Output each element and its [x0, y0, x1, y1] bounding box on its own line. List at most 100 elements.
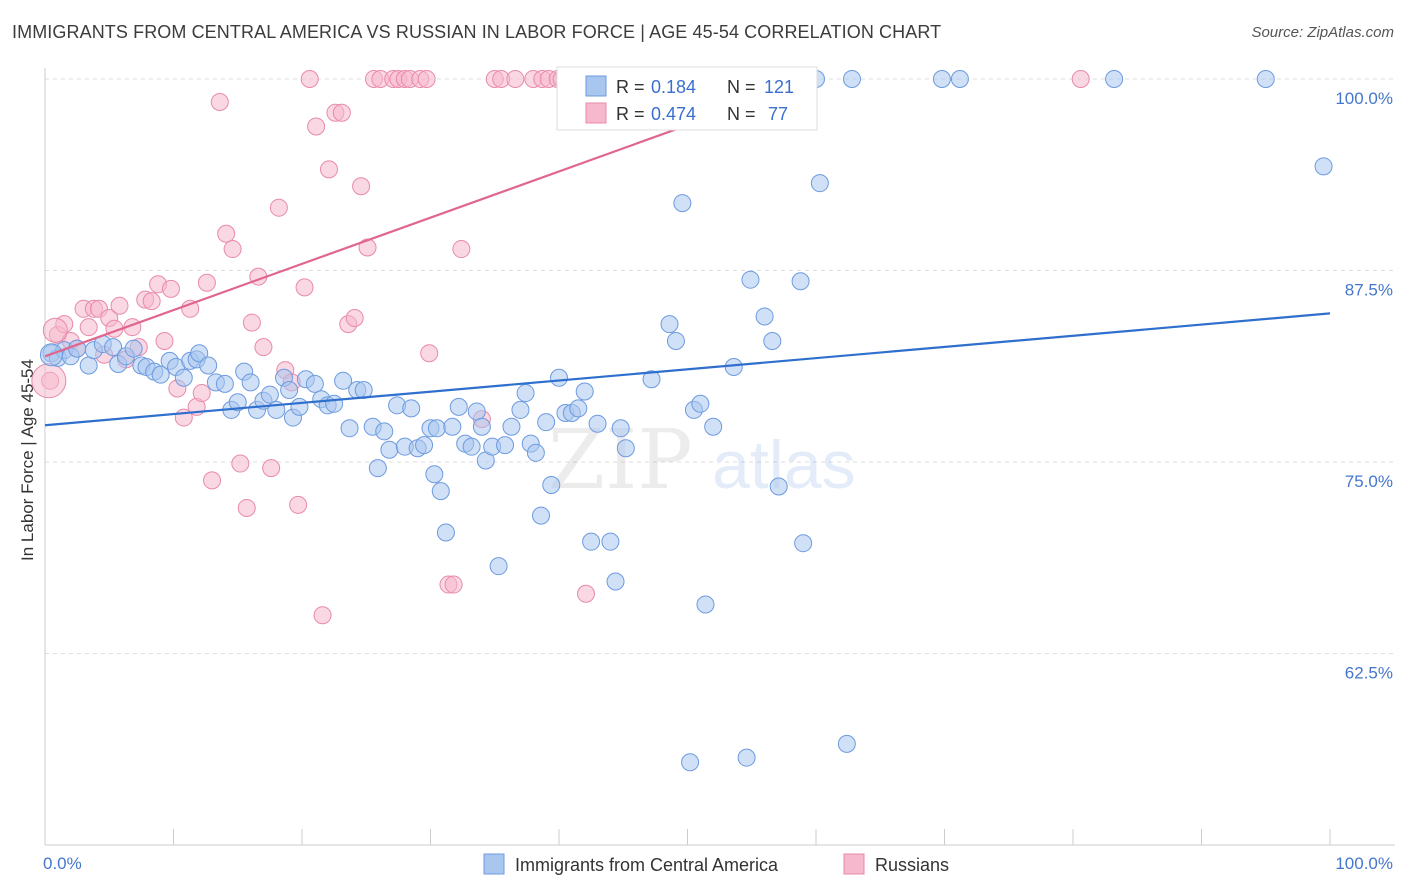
central-america-point	[215, 374, 234, 393]
central-america-point	[380, 440, 399, 459]
russians-point	[300, 70, 319, 88]
legend-r-value-blue: 0.184	[651, 77, 696, 97]
series-legend-label-russians: Russians	[875, 855, 949, 875]
central-america-point	[402, 399, 421, 418]
russians-point	[203, 471, 222, 490]
chart-title: IMMIGRANTS FROM CENTRAL AMERICA VS RUSSI…	[12, 22, 942, 42]
central-america-point	[791, 272, 810, 291]
central-america-point	[588, 414, 607, 433]
russians-point	[237, 498, 256, 517]
central-america-point	[666, 331, 685, 350]
russians-point	[417, 70, 436, 88]
central-america-point	[425, 465, 444, 484]
central-america-point	[842, 70, 861, 88]
central-america-point	[601, 532, 620, 551]
central-america-point	[660, 315, 679, 334]
central-america-point	[673, 194, 692, 213]
legend-r-label-blue: R =	[616, 77, 645, 97]
russians-point	[444, 575, 463, 594]
central-america-point	[642, 370, 661, 389]
central-america-point	[443, 417, 462, 436]
central-america-point	[691, 394, 710, 413]
central-america-point	[516, 384, 535, 403]
russians-point	[231, 454, 250, 473]
russians-point	[313, 606, 332, 625]
russians-point	[79, 318, 98, 337]
central-america-point	[462, 437, 481, 456]
y-tick-label: 75.0%	[1345, 472, 1393, 491]
central-america-point	[737, 748, 756, 767]
central-america-point	[704, 417, 723, 436]
central-america-point	[741, 270, 760, 289]
russians-point	[307, 117, 326, 136]
y-tick-label: 87.5%	[1345, 281, 1393, 300]
y-tick-label: 100.0%	[1335, 89, 1393, 108]
y-axis-label: In Labor Force | Age 45-54	[18, 359, 37, 561]
russians-point	[358, 238, 377, 257]
russians-point	[289, 495, 308, 514]
axes	[44, 68, 1395, 846]
central-america-point	[569, 399, 588, 418]
central-america-point	[174, 368, 193, 387]
central-america-point	[325, 394, 344, 413]
central-america-point	[606, 572, 625, 591]
russians-point	[42, 317, 68, 343]
central-america-point	[550, 368, 568, 387]
russians-point	[161, 279, 180, 298]
central-america-point	[334, 371, 353, 390]
central-america-point	[681, 753, 700, 772]
central-america-point	[431, 482, 450, 501]
russians-point	[332, 103, 351, 122]
russians-point	[352, 177, 371, 196]
central-america-point	[724, 358, 743, 377]
russians-point	[1071, 70, 1090, 88]
chart-source: Source: ZipAtlas.com	[1251, 24, 1394, 41]
central-america-point	[305, 374, 324, 393]
russians-point	[269, 198, 288, 217]
russians-point	[31, 363, 67, 399]
central-america-point	[449, 397, 468, 416]
central-america-point	[794, 534, 813, 553]
russians-point	[295, 278, 314, 297]
central-america-trend-line	[44, 312, 1331, 427]
russians-point	[142, 292, 161, 311]
central-america-point	[810, 174, 829, 193]
central-america-point	[415, 436, 434, 455]
legend-n-label-blue: N =	[727, 77, 756, 97]
central-america-point	[436, 523, 455, 542]
central-america-point	[368, 459, 387, 478]
russians-point	[262, 459, 281, 478]
central-america-point	[151, 365, 170, 384]
series-legend-label-central-america: Immigrants from Central America	[515, 855, 779, 875]
central-america-point	[611, 419, 630, 438]
russians-point	[420, 344, 439, 363]
russians-point	[155, 331, 174, 350]
central-america-point	[260, 385, 279, 404]
central-america-point	[932, 70, 951, 88]
central-america-point	[532, 506, 551, 525]
central-america-point	[763, 331, 782, 350]
legend-n-label-pink: N =	[727, 104, 756, 124]
central-america-points	[39, 70, 1333, 772]
central-america-point	[489, 557, 508, 576]
russians-point	[254, 338, 273, 357]
central-america-point	[280, 380, 299, 399]
russians-point	[217, 224, 236, 243]
central-america-point	[241, 373, 260, 392]
central-america-point	[427, 419, 446, 438]
central-america-point	[537, 413, 556, 432]
central-america-point	[472, 417, 491, 436]
central-america-point	[124, 339, 143, 358]
central-america-point	[950, 70, 969, 88]
central-america-point	[228, 393, 247, 412]
x-tick-labels: 0.0% 100.0%	[43, 854, 1393, 873]
central-america-point	[526, 443, 545, 462]
central-america-point	[511, 400, 530, 419]
russians-point	[242, 313, 261, 332]
central-america-point	[290, 397, 309, 416]
central-america-point	[755, 307, 774, 326]
russians-point	[576, 584, 595, 603]
russians-point	[110, 296, 129, 315]
legend-n-value-blue: 121	[764, 77, 794, 97]
central-america-point	[575, 382, 594, 401]
